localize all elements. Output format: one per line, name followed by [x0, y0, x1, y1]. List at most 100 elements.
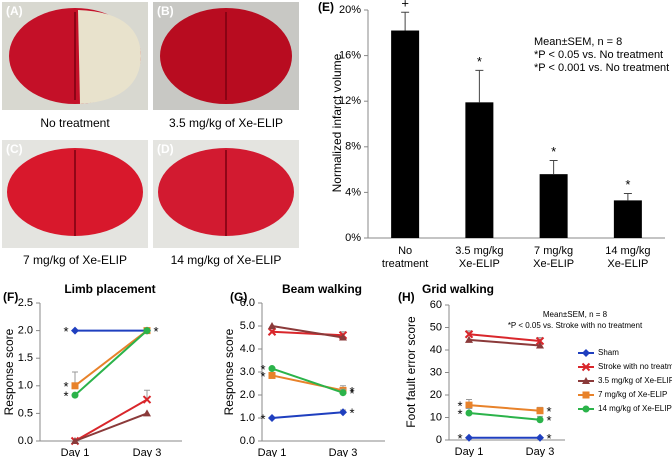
y-tick-label: 2.5 — [18, 297, 33, 309]
chart-title: Grid walking — [422, 282, 494, 296]
error-bar — [623, 193, 632, 201]
y-axis-label: Foot fault error score — [404, 316, 418, 428]
point — [268, 322, 276, 329]
significance-marker: * — [349, 386, 354, 401]
x-tick-label: Xe-ELIP — [533, 258, 574, 270]
point — [465, 433, 473, 442]
y-tick-label: 1.0 — [18, 380, 33, 392]
point — [581, 362, 591, 372]
y-axis-label: Response score — [2, 328, 16, 415]
point — [536, 341, 544, 349]
point — [71, 437, 79, 444]
panel-label: (A) — [6, 4, 23, 18]
point — [71, 326, 79, 335]
y-tick-label: 8% — [345, 141, 361, 153]
bar — [613, 200, 642, 238]
infarct — [78, 10, 141, 104]
series-line — [468, 412, 541, 421]
x-tick-label: 3.5 mg/kg — [455, 245, 503, 257]
brain-images — [2, 2, 299, 248]
significance-marker: * — [260, 369, 265, 384]
caption: 7 mg/kg of Xe-ELIP — [23, 253, 127, 267]
point — [582, 405, 590, 413]
midline — [74, 12, 227, 236]
y-tick-label: 20 — [430, 389, 442, 401]
panel-label: (D) — [157, 142, 174, 156]
significance-marker: * — [546, 413, 551, 428]
y-tick-label: 6.0 — [240, 297, 255, 309]
series-line — [271, 411, 344, 419]
chart-title: Beam walking — [282, 282, 362, 296]
bar — [539, 174, 568, 238]
point — [143, 409, 151, 417]
series-line — [271, 367, 344, 394]
y-tick-label: 1.5 — [18, 352, 33, 364]
significance-marker: * — [457, 431, 462, 446]
point — [536, 407, 544, 415]
point — [268, 371, 276, 379]
note: Mean±SEM, n = 8 — [543, 310, 608, 319]
legend-label: 3.5 mg/kg of Xe-ELIP — [598, 376, 672, 385]
point — [339, 408, 347, 417]
legend-label: 7 mg/kg of Xe-ELIP — [598, 390, 667, 399]
note: *P < 0.05 vs. No treatment — [534, 49, 663, 61]
series-line — [468, 338, 541, 347]
series-line — [468, 404, 541, 412]
y-tick-label: 10 — [430, 411, 442, 423]
significance-marker: * — [625, 177, 630, 192]
y-tick-label: 20% — [339, 4, 361, 16]
y-tick-label: 5.0 — [240, 320, 255, 332]
significance-marker: * — [546, 431, 551, 446]
point — [465, 401, 473, 409]
point — [464, 330, 474, 339]
note: Mean±SEM, n = 8 — [534, 36, 622, 48]
caption: 14 mg/kg of Xe-ELIP — [171, 253, 282, 267]
x-tick-label: Day 3 — [329, 447, 358, 457]
point — [582, 391, 590, 399]
y-tick-label: 50 — [430, 321, 442, 333]
series-line — [271, 325, 344, 339]
point — [267, 327, 277, 336]
significance-marker: * — [153, 324, 158, 339]
y-tick-label: 0% — [345, 232, 361, 244]
point — [582, 349, 590, 357]
significance-marker: * — [349, 406, 354, 421]
y-tick-label: 0.0 — [18, 435, 33, 447]
x-tick-label: Xe-ELIP — [607, 258, 648, 270]
y-tick-label: 0.5 — [18, 407, 33, 419]
note: *P < 0.001 vs. No treatment — [534, 62, 669, 74]
y-tick-label: 3.0 — [240, 366, 255, 378]
x-tick-label: Day 1 — [61, 447, 90, 457]
point — [465, 409, 473, 417]
y-tick-label: 60 — [430, 299, 442, 311]
significance-marker: * — [260, 362, 265, 377]
panel-label: (C) — [6, 142, 23, 156]
point — [143, 327, 151, 335]
error-bar — [401, 11, 410, 31]
y-tick-label: 1.0 — [240, 412, 255, 424]
panel-label: (B) — [157, 4, 174, 18]
y-tick-label: 16% — [339, 50, 361, 62]
y-tick-label: 12% — [339, 95, 361, 107]
x-tick-label: Day 3 — [526, 446, 555, 457]
x-tick-label: Xe-ELIP — [459, 258, 500, 270]
series-line — [74, 329, 148, 387]
panel-label: (E) — [318, 0, 334, 14]
x-tick-label: No — [398, 245, 412, 257]
significance-marker: + — [401, 0, 409, 11]
bar — [391, 30, 420, 238]
point — [142, 395, 152, 404]
series-line — [74, 329, 148, 396]
point — [268, 365, 276, 373]
note: *P < 0.05 vs. Stroke with no treatment — [508, 321, 643, 330]
y-tick-label: 30 — [430, 366, 442, 378]
significance-marker: * — [349, 384, 354, 399]
error-bar — [144, 389, 150, 400]
panel-label: (H) — [398, 290, 415, 304]
chart-title: Limb placement — [64, 282, 155, 296]
x-tick-label: Day 3 — [133, 447, 162, 457]
legend-label: 14 mg/kg of Xe-ELIP — [598, 404, 672, 413]
point — [71, 391, 79, 399]
y-tick-label: 0.0 — [240, 435, 255, 447]
